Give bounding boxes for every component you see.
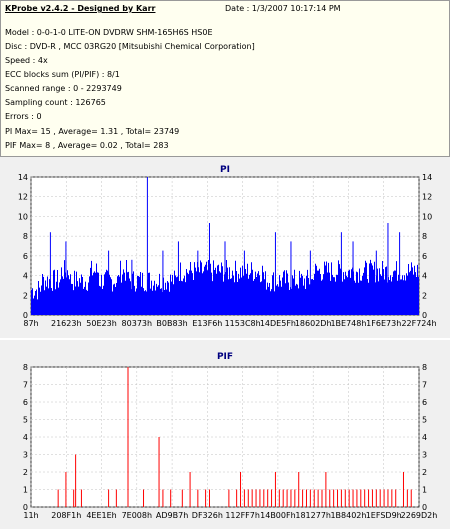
pi-y-tick-left: 10	[18, 212, 28, 221]
pif-y-tick-left: 4	[23, 433, 28, 442]
pif-y-tick-left: 3	[23, 451, 28, 460]
pi-y-tick-right: 2	[422, 291, 427, 300]
pi-x-tick: 18602Dh	[295, 319, 332, 328]
info-range: Scanned range : 0 - 2293749	[5, 84, 122, 93]
pi-y-tick-left: 14	[18, 173, 28, 182]
pi-y-tick-left: 6	[23, 252, 28, 261]
pi-chart-title: PI	[220, 165, 230, 175]
pi-x-tick: 50E23h	[86, 319, 116, 328]
pif-y-tick-left: 1	[23, 486, 28, 495]
pif-chart-title: PIF	[217, 352, 233, 362]
pif-y-tick-right: 6	[422, 398, 427, 407]
pif-y-tick-left: 8	[23, 363, 28, 372]
pif-y-tick-left: 2	[23, 468, 28, 477]
pi-y-tick-right: 6	[422, 252, 427, 261]
pi-y-tick-left: 2	[23, 291, 28, 300]
app-title: KProbe v2.4.2 - Designed by Karr	[5, 4, 156, 13]
pif-y-tick-right: 7	[422, 381, 427, 390]
pif-y-tick-left: 7	[23, 381, 28, 390]
pi-x-tick: 80373h	[122, 319, 153, 328]
pif-y-tick-right: 4	[422, 433, 427, 442]
pi-x-tick: E13F6h	[192, 319, 222, 328]
pif-x-tick: 1EFSD9h	[366, 511, 402, 520]
pif-x-tick: 181277h	[295, 511, 331, 520]
pi-x-tick: 1F6E73h	[366, 319, 401, 328]
info-pif-stats: PIF Max= 8 , Average= 0.02 , Total= 283	[5, 141, 169, 150]
pif-y-tick-right: 1	[422, 486, 427, 495]
pif-chart-panel: PIF 0 0 1 1 2 2 3 3 4 4 5 5 6 6 7 7 8 8 11h 208F1h 4EE1Eh 7E00…	[0, 340, 450, 529]
pi-y-tick-left: 8	[23, 232, 28, 241]
pif-y-tick-left: 5	[23, 416, 28, 425]
pi-x-tick: 22F724h	[401, 319, 436, 328]
pi-x-tick: 14DE5Fh	[260, 319, 296, 328]
info-sampling: Sampling count : 126765	[5, 98, 106, 107]
pif-y-tick-right: 2	[422, 468, 427, 477]
pi-x-tick: 87h	[23, 319, 38, 328]
pi-y-tick-right: 10	[422, 212, 432, 221]
pif-x-tick: 208F1h	[51, 511, 81, 520]
info-pi-stats: PI Max= 15 , Average= 1.31 , Total= 2374…	[5, 127, 180, 136]
pif-bars	[57, 367, 412, 507]
pif-x-tick: 14B00Fh	[260, 511, 296, 520]
info-model: Model : 0-0-1-0 LITE-ON DVDRW SHM-165H6S…	[5, 28, 213, 37]
pi-x-tick: 1153C8h	[225, 319, 261, 328]
pif-x-tick: AD9B7h	[156, 511, 188, 520]
scan-date: Date : 1/3/2007 10:17:14 PM	[225, 4, 341, 13]
pi-y-tick-right: 0	[422, 311, 427, 320]
pif-y-tick-right: 0	[422, 503, 427, 512]
pif-y-tick-left: 0	[23, 503, 28, 512]
pif-x-tick: 1B8402h	[330, 511, 366, 520]
pi-y-tick-right: 4	[422, 272, 427, 281]
pif-x-tick: DF326h	[192, 511, 223, 520]
pi-y-tick-left: 0	[23, 311, 28, 320]
pif-x-tick: 112FF7h	[225, 511, 260, 520]
pi-y-tick-left: 12	[18, 193, 28, 202]
pif-y-tick-right: 8	[422, 363, 427, 372]
pi-bars	[31, 177, 419, 315]
pi-y-tick-right: 12	[422, 193, 432, 202]
pif-y-tick-right: 3	[422, 451, 427, 460]
pi-y-tick-left: 4	[23, 272, 28, 281]
pi-y-tick-right: 14	[422, 173, 432, 182]
pif-chart: PIF 0 0 1 1 2 2 3 3 4 4 5 5 6 6 7 7 8 8 11h 208F1h 4EE1Eh 7E00…	[23, 352, 438, 520]
info-speed: Speed : 4x	[5, 56, 48, 65]
pi-y-tick-right: 8	[422, 232, 427, 241]
pi-x-tick: B0B83h	[156, 319, 187, 328]
info-errors: Errors : 0	[5, 112, 42, 121]
pi-x-tick: 21623h	[51, 319, 82, 328]
pi-x-tick: 1BE748h	[330, 319, 366, 328]
pi-chart: PI 0 0 2 2 4 4 6 6 8 8 10 10 12 12 14 14 87h 21623h 50E23h 8…	[18, 165, 437, 328]
info-ecc: ECC blocks sum (PI/PIF) : 8/1	[5, 70, 120, 79]
pif-y-tick-right: 5	[422, 416, 427, 425]
pi-chart-panel: PI 0 0 2 2 4 4 6 6 8 8 10 10 12 12 14 14 87h 21623h 50E23h 8…	[0, 157, 450, 338]
info-disc: Disc : DVD-R , MCC 03RG20 [Mitsubishi Ch…	[5, 42, 255, 51]
info-panel: KProbe v2.4.2 - Designed by Karr Date : …	[0, 0, 450, 157]
pif-x-tick: 2269D2h	[401, 511, 438, 520]
pif-y-tick-left: 6	[23, 398, 28, 407]
pif-x-tick: 11h	[23, 511, 38, 520]
pif-x-tick: 4EE1Eh	[86, 511, 116, 520]
pif-x-tick: 7E008h	[122, 511, 152, 520]
